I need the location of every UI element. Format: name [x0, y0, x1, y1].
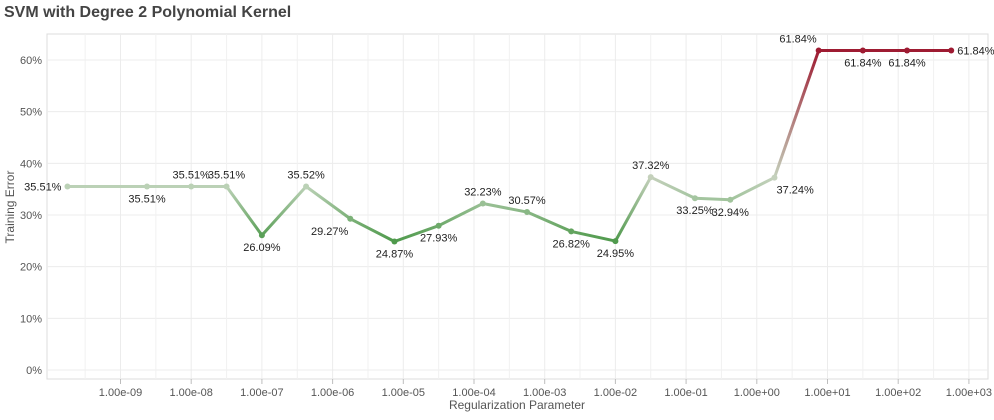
chart-title: SVM with Degree 2 Polynomial Kernel [4, 4, 292, 21]
line-segment [772, 48, 821, 180]
x-tick-label: 1.00e-08 [169, 387, 212, 399]
line-segment [649, 175, 697, 200]
data-label: 27.93% [420, 233, 458, 245]
line-segment [304, 184, 352, 221]
data-label: 24.95% [597, 248, 635, 260]
y-tick-label: 0% [26, 365, 42, 377]
data-point [691, 195, 698, 202]
series-line [65, 48, 953, 244]
data-point [859, 47, 866, 54]
data-label: 35.51% [128, 194, 166, 206]
data-point [815, 47, 822, 54]
data-label: 61.84% [957, 45, 994, 57]
x-tick-label: 1.00e-05 [382, 387, 425, 399]
line-segment [437, 201, 485, 228]
data-label: 30.57% [508, 195, 546, 207]
x-tick-label: 1.00e-03 [523, 387, 566, 399]
data-labels: 35.51%35.51%35.51%35.51%26.09%35.52%29.2… [24, 33, 994, 260]
y-tick-label: 10% [20, 313, 42, 325]
line-segment [348, 217, 396, 244]
data-point [727, 196, 734, 203]
line-segment [225, 185, 264, 237]
y-tick-label: 40% [20, 158, 42, 170]
grid-lines [47, 34, 988, 379]
y-tick-label: 50% [20, 107, 42, 119]
y-axis: 0% 10% 20% 30% 40% 50% 60% [20, 55, 42, 377]
x-tick-label: 1.00e+03 [946, 387, 992, 399]
data-point [303, 183, 310, 190]
plot-area [46, 33, 989, 380]
y-tick-label: 30% [20, 210, 42, 222]
line-segment [613, 175, 653, 243]
x-tick-label: 1.00e-04 [452, 387, 495, 399]
data-label: 35.52% [287, 169, 325, 181]
x-tick-label: 1.00e-09 [99, 387, 142, 399]
x-tick-label: 1.00e-06 [311, 387, 354, 399]
line-segment [728, 176, 776, 202]
data-label: 33.25% [676, 205, 714, 217]
data-point [435, 222, 442, 229]
x-tick-label: 1.00e+00 [734, 387, 780, 399]
y-tick-label: 60% [20, 55, 42, 67]
data-label: 37.24% [776, 185, 814, 197]
data-point [347, 215, 354, 222]
data-label: 29.27% [311, 226, 349, 238]
x-tick-label: 1.00e+01 [804, 387, 850, 399]
x-tick-label: 1.00e-01 [664, 387, 707, 399]
x-tick-label: 1.00e-02 [594, 387, 637, 399]
data-point [223, 183, 230, 190]
data-label: 61.84% [888, 57, 926, 69]
data-point [479, 200, 486, 207]
data-point [612, 238, 619, 245]
data-label: 61.84% [779, 33, 817, 45]
x-tick-label: 1.00e-07 [240, 387, 283, 399]
data-label: 35.51% [208, 170, 246, 182]
data-points [64, 47, 955, 245]
data-label: 61.84% [844, 57, 882, 69]
line-segment [481, 201, 529, 214]
data-point [524, 209, 531, 216]
y-tick-label: 20% [20, 262, 42, 274]
x-axis-title: Regularization Parameter [449, 398, 585, 412]
data-label: 37.32% [632, 160, 670, 172]
data-label: 32.94% [712, 207, 750, 219]
line-segment [392, 224, 441, 244]
data-point [258, 232, 265, 239]
data-label: 26.09% [243, 242, 281, 254]
x-tick-label: 1.00e+02 [875, 387, 921, 399]
line-segment [260, 184, 308, 237]
data-point [568, 228, 575, 235]
data-label: 26.82% [553, 238, 591, 250]
data-point [647, 174, 654, 181]
data-label: 32.23% [464, 186, 502, 198]
data-label: 35.51% [173, 170, 211, 182]
line-segment [525, 210, 573, 233]
data-point [188, 183, 195, 190]
data-point [391, 238, 398, 245]
data-label: 35.51% [24, 182, 62, 194]
line-segment [693, 196, 732, 202]
data-point [948, 47, 955, 54]
x-axis: 1.00e-09 1.00e-08 1.00e-07 1.00e-06 1.00e-05… [99, 379, 992, 399]
data-point [771, 174, 778, 181]
y-axis-title: Training Error [3, 171, 17, 244]
data-point [64, 183, 71, 190]
data-point [904, 47, 911, 54]
line-segment [569, 229, 617, 243]
data-label: 24.87% [376, 249, 414, 261]
data-point [144, 183, 151, 190]
